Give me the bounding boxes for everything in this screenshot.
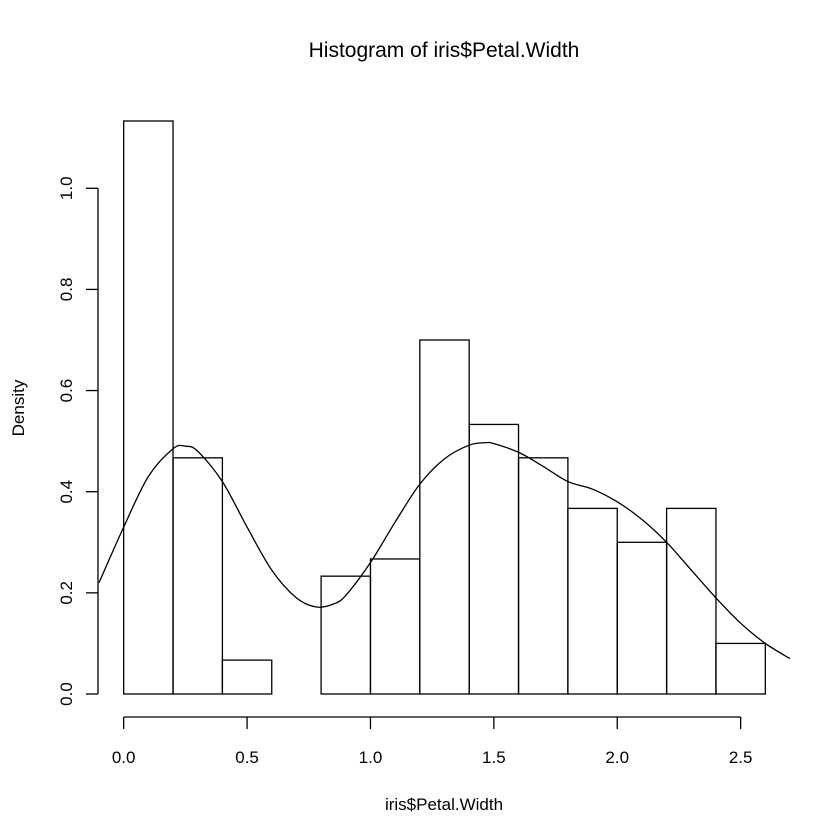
y-tick-label-4: 0.8 [57,278,76,302]
histogram-bar-2 [221,659,273,695]
histogram-bar-4 [320,575,372,695]
histogram-bar-9 [567,507,618,695]
histogram-bar-8 [517,457,569,695]
histogram-bar-10 [616,541,668,695]
chart-title: Histogram of iris$Petal.Width [309,39,580,62]
histogram-bars [123,120,766,695]
x-axis-label: iris$Petal.Width [385,795,503,814]
x-axis: 0.0 0.5 1.0 1.5 2.0 2.5 [112,716,753,767]
histogram-bar-12 [715,642,766,695]
y-tick-label-0: 0.0 [57,682,76,706]
histogram-bar-11 [665,507,717,695]
x-tick-label-2: 1.0 [359,748,383,767]
histogram-bar-0 [123,120,174,695]
y-axis-label: Density [9,379,28,436]
x-tick-label-5: 2.5 [729,748,753,767]
x-tick-label-3: 1.5 [482,748,506,767]
density-curve [98,441,791,660]
x-tick-label-1: 0.5 [235,748,259,767]
y-tick-label-2: 0.4 [57,480,76,504]
x-tick-label-0: 0.0 [112,748,136,767]
x-tick-label-4: 2.0 [605,748,629,767]
histogram-bar-7 [468,423,520,695]
y-tick-label-1: 0.2 [57,581,76,605]
histogram-bar-1 [172,457,224,695]
y-tick-label-3: 0.6 [57,379,76,403]
y-tick-label-5: 1.0 [57,176,76,200]
histogram-bar-5 [369,558,421,695]
y-axis: 0.0 0.2 0.4 0.6 0.8 1.0 [57,176,99,706]
histogram-bar-6 [419,339,470,695]
